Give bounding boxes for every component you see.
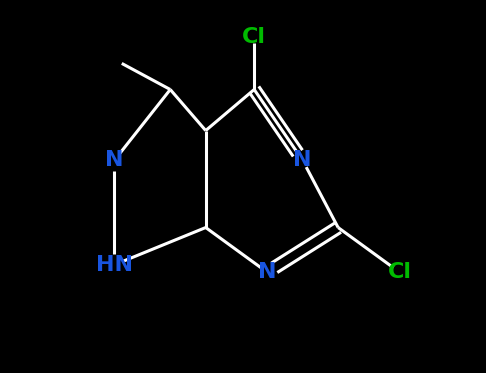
Text: N: N — [294, 150, 312, 170]
Text: Cl: Cl — [242, 27, 266, 47]
Text: Cl: Cl — [388, 262, 412, 282]
Text: HN: HN — [96, 255, 133, 275]
Text: N: N — [258, 262, 277, 282]
Text: N: N — [105, 150, 123, 170]
